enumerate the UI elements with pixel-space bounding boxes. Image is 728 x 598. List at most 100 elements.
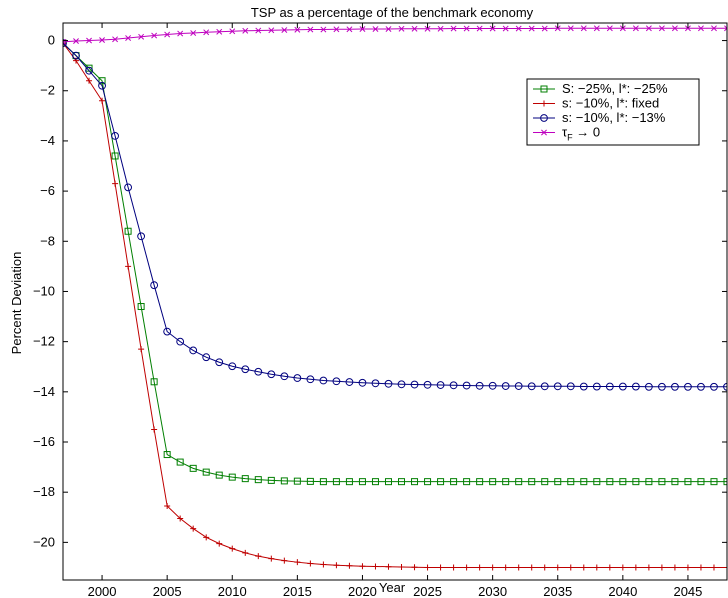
data-point <box>333 26 340 33</box>
data-point <box>658 382 666 391</box>
data-point <box>554 25 561 32</box>
data-point <box>671 564 678 571</box>
x-tick-label: 2030 <box>478 584 507 598</box>
x-tick-label: 2010 <box>218 584 247 598</box>
data-point <box>528 564 535 571</box>
series-line <box>63 42 727 483</box>
data-point <box>684 564 691 571</box>
data-point <box>216 540 223 547</box>
series-4 <box>63 25 727 45</box>
data-point <box>138 346 145 353</box>
x-tick-label: 2005 <box>153 584 182 598</box>
data-point <box>450 25 457 32</box>
data-point <box>528 478 536 486</box>
data-point <box>488 381 497 390</box>
data-point <box>112 36 119 43</box>
data-point <box>268 27 275 34</box>
data-point <box>293 477 301 485</box>
x-tick-label: 2015 <box>283 584 312 598</box>
data-point <box>540 382 549 391</box>
data-point <box>384 379 393 388</box>
data-point <box>515 25 522 32</box>
data-point <box>125 35 132 42</box>
series-line <box>63 42 727 388</box>
data-point <box>63 39 67 47</box>
plot-area <box>63 25 727 571</box>
data-point <box>476 25 483 32</box>
data-point <box>541 25 548 32</box>
data-point <box>371 379 380 388</box>
data-point <box>567 564 574 571</box>
x-tick-label: 2000 <box>88 584 117 598</box>
data-point <box>593 564 600 571</box>
data-point <box>176 337 185 346</box>
data-point <box>151 32 158 39</box>
data-point <box>450 564 457 571</box>
data-point <box>411 478 419 486</box>
data-point <box>476 564 483 571</box>
data-point <box>294 26 301 33</box>
data-point <box>332 377 341 386</box>
data-point <box>711 25 717 32</box>
data-point <box>254 476 262 484</box>
data-point <box>268 555 275 562</box>
data-point <box>710 382 718 391</box>
y-tick-label: −16 <box>33 434 55 449</box>
data-point <box>229 545 236 552</box>
data-point <box>229 28 236 35</box>
legend-label: S: −25%, l*: −25% <box>562 81 668 96</box>
data-point <box>385 26 392 32</box>
data-point <box>241 475 249 483</box>
data-point <box>697 564 704 571</box>
legend-swatch-marker <box>541 100 547 107</box>
data-point <box>502 564 509 571</box>
data-point <box>671 478 679 486</box>
data-point <box>138 33 145 40</box>
legend-entry: S: −25%, l*: −25% <box>533 81 668 96</box>
data-point <box>515 564 522 571</box>
data-point <box>228 362 237 371</box>
data-point <box>86 37 92 44</box>
data-point <box>489 478 497 486</box>
series-3 <box>63 39 727 391</box>
data-point <box>151 426 158 433</box>
data-point <box>307 560 314 567</box>
data-point <box>358 378 367 387</box>
data-point <box>294 559 301 566</box>
data-point <box>463 25 470 32</box>
data-point <box>489 25 496 32</box>
data-point <box>450 478 458 486</box>
data-point <box>462 381 471 390</box>
plot-frame <box>62 22 728 581</box>
data-point <box>723 478 727 486</box>
data-point <box>98 77 106 85</box>
data-point <box>99 37 106 44</box>
data-point <box>489 564 496 571</box>
data-point <box>397 380 406 389</box>
data-point <box>372 563 379 570</box>
y-tick-label: −20 <box>33 534 55 549</box>
data-point <box>267 476 275 484</box>
data-point <box>241 365 250 374</box>
data-point <box>163 327 172 336</box>
data-point <box>684 382 692 391</box>
legend-swatch-marker <box>540 85 548 93</box>
data-point <box>528 25 535 32</box>
data-point <box>307 26 314 33</box>
data-point <box>319 376 328 385</box>
data-point <box>98 81 106 90</box>
data-point <box>202 468 210 476</box>
data-point <box>189 346 198 355</box>
data-point <box>267 370 276 379</box>
data-point <box>124 227 132 235</box>
data-point <box>567 25 574 32</box>
data-point <box>189 464 197 472</box>
data-point <box>645 25 652 32</box>
data-point <box>631 382 640 391</box>
data-point <box>281 557 288 564</box>
y-tick-label: −4 <box>40 133 55 148</box>
data-point <box>671 25 678 32</box>
data-point <box>710 478 718 486</box>
data-point <box>606 564 613 571</box>
